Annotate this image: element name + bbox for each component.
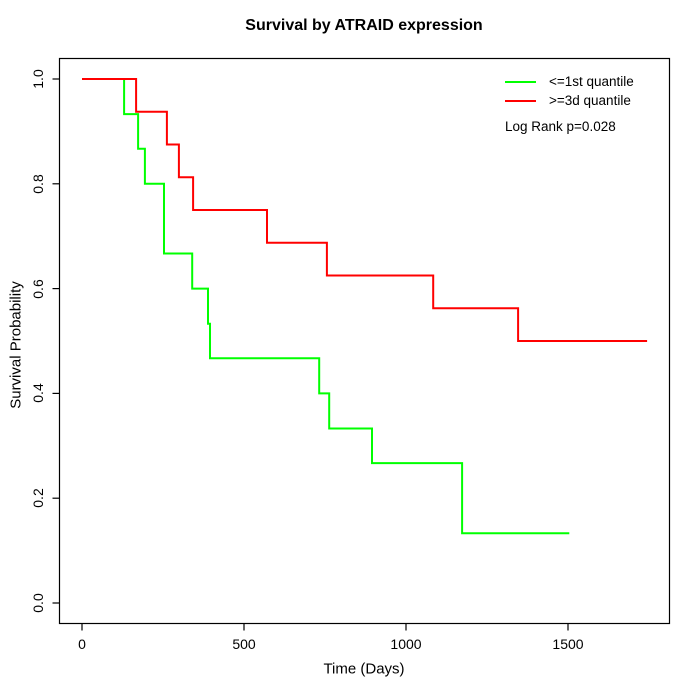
- survival-curve-green: [82, 78, 570, 535]
- y-tick-label: 0.2: [30, 488, 46, 508]
- legend-line-green-icon: [505, 80, 536, 83]
- x-axis-label: Time (Days): [323, 660, 405, 678]
- x-tick-label: 500: [232, 636, 256, 652]
- y-axis-label: Survival Probability: [7, 281, 25, 409]
- x-tick-label: 1000: [390, 636, 422, 652]
- y-tick-label: 0.8: [30, 174, 46, 194]
- y-tick-label: 0.0: [30, 593, 46, 613]
- chart-title: Survival by ATRAID expression: [245, 17, 483, 34]
- survival-curve-red: [82, 78, 648, 342]
- x-tick-label: 1500: [552, 636, 584, 652]
- legend-label: >=3d quantile: [549, 93, 631, 108]
- x-tick-label: 0: [78, 636, 86, 652]
- axes: [52, 57, 671, 631]
- y-tick-label: 0.6: [30, 278, 46, 299]
- legend-label: <=1st quantile: [549, 74, 634, 89]
- logrank-pvalue: Log Rank p=0.028: [505, 119, 616, 134]
- legend: <=1st quantile >=3d quantile Log Rank p=…: [505, 72, 634, 134]
- legend-line-red-icon: [505, 99, 536, 102]
- y-tick-label: 1.0: [30, 69, 46, 89]
- legend-item: >=3d quantile: [505, 91, 634, 110]
- legend-item: <=1st quantile: [505, 72, 634, 91]
- plot-box: [58, 57, 671, 625]
- y-tick-label: 0.4: [30, 383, 46, 404]
- survival-curves: [82, 78, 648, 535]
